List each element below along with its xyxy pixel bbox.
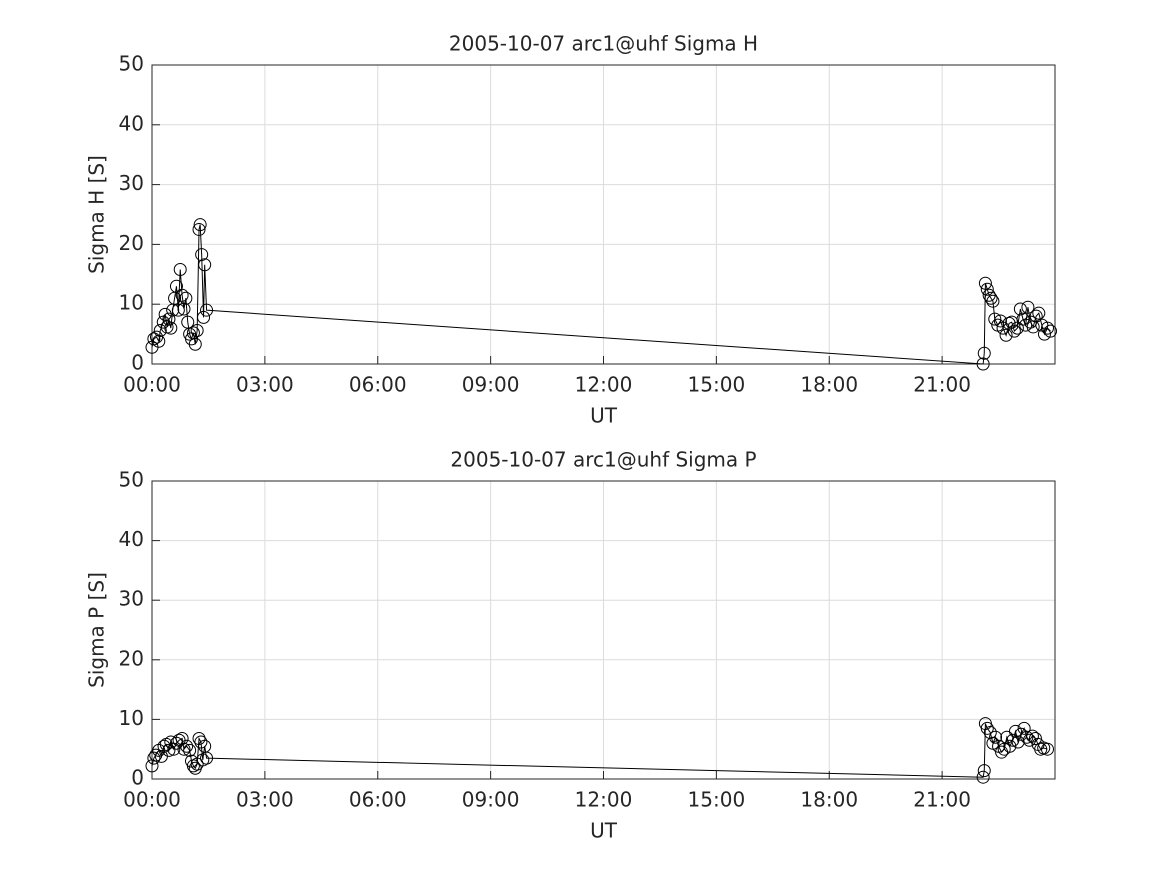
y-tick-label: 50	[119, 52, 144, 76]
y-tick-label: 30	[119, 587, 144, 611]
y-tick-label: 0	[131, 766, 144, 790]
y-tick-label: 20	[119, 646, 144, 670]
data-point	[983, 726, 997, 740]
data-point	[1022, 733, 1036, 747]
data-point	[152, 334, 166, 348]
x-tick-label: 18:00	[800, 373, 858, 397]
data-point	[986, 294, 1000, 308]
data-point	[162, 743, 176, 757]
x-tick-label: 00:00	[123, 373, 181, 397]
data-point	[999, 328, 1013, 342]
data-point	[195, 248, 209, 262]
chart-title: 2005-10-07 arc1@uhf Sigma H	[449, 32, 758, 56]
x-tick-label: 21:00	[913, 788, 971, 812]
data-point	[200, 303, 214, 317]
data-point	[1017, 721, 1031, 735]
data-point	[175, 731, 189, 745]
data-point	[993, 314, 1007, 328]
data-point	[976, 357, 990, 371]
y-tick-label: 30	[119, 171, 144, 195]
x-tick-label: 06:00	[349, 788, 407, 812]
x-tick-label: 18:00	[800, 788, 858, 812]
data-point	[198, 258, 212, 272]
x-tick-label: 15:00	[688, 788, 746, 812]
data-point	[1037, 327, 1051, 341]
data-point	[1043, 324, 1057, 338]
x-tick-label: 21:00	[913, 373, 971, 397]
data-point	[200, 751, 214, 765]
x-tick-label: 09:00	[462, 788, 520, 812]
data-point	[984, 291, 998, 305]
data-point	[175, 288, 189, 302]
data-point	[1021, 300, 1035, 314]
data-point	[1016, 312, 1030, 326]
x-tick-label: 03:00	[236, 373, 294, 397]
data-point	[1028, 731, 1042, 745]
axes-box	[151, 64, 1056, 365]
x-axis-label: UT	[590, 404, 618, 428]
data-point	[1020, 730, 1034, 744]
data-point	[988, 312, 1002, 326]
data-point	[180, 739, 194, 753]
data-point	[153, 324, 167, 338]
chart-title: 2005-10-07 arc1@uhf Sigma P	[450, 448, 756, 472]
x-tick-label: 03:00	[236, 788, 294, 812]
data-point	[173, 263, 187, 277]
x-tick-label: 09:00	[462, 373, 520, 397]
data-point	[192, 222, 206, 236]
y-tick-label: 0	[131, 351, 144, 375]
data-point	[190, 324, 204, 338]
data-point	[977, 764, 991, 778]
data-point	[162, 312, 176, 326]
data-point	[147, 751, 161, 765]
y-tick-label: 40	[119, 111, 144, 135]
y-tick-label: 10	[119, 706, 144, 730]
data-point	[177, 302, 191, 316]
data-point	[1000, 730, 1014, 744]
y-axis-label: Sigma H [S]	[85, 155, 109, 274]
data-point	[1003, 739, 1017, 753]
data-point	[183, 743, 197, 757]
data-point	[1007, 324, 1021, 338]
data-point	[193, 218, 207, 232]
x-tick-label: 00:00	[123, 788, 181, 812]
data-point	[164, 321, 178, 335]
data-point	[157, 739, 171, 753]
y-tick-label: 20	[119, 231, 144, 255]
data-point	[179, 291, 193, 305]
data-point	[989, 730, 1003, 744]
data-point	[171, 303, 185, 317]
y-tick-label: 40	[119, 527, 144, 551]
data-point	[177, 742, 191, 756]
data-point	[158, 307, 172, 321]
x-tick-label: 06:00	[349, 373, 407, 397]
data-point	[197, 310, 211, 324]
data-point	[194, 735, 208, 749]
data-point	[977, 346, 991, 360]
data-point	[976, 770, 990, 784]
axes-box	[151, 480, 1056, 780]
data-point	[978, 276, 992, 290]
y-axis-label: Sigma P [S]	[85, 572, 109, 688]
data-point	[1013, 302, 1027, 316]
data-point	[980, 721, 994, 735]
data-point	[1040, 742, 1054, 756]
x-axis-label: UT	[590, 819, 618, 843]
data-point	[1040, 321, 1054, 335]
data-point	[188, 337, 202, 351]
x-tick-label: 12:00	[575, 788, 633, 812]
y-tick-label: 10	[119, 291, 144, 315]
y-tick-label: 50	[119, 468, 144, 492]
x-tick-label: 15:00	[688, 373, 746, 397]
data-point	[980, 282, 994, 296]
data-point	[1032, 306, 1046, 320]
x-tick-label: 12:00	[575, 373, 633, 397]
